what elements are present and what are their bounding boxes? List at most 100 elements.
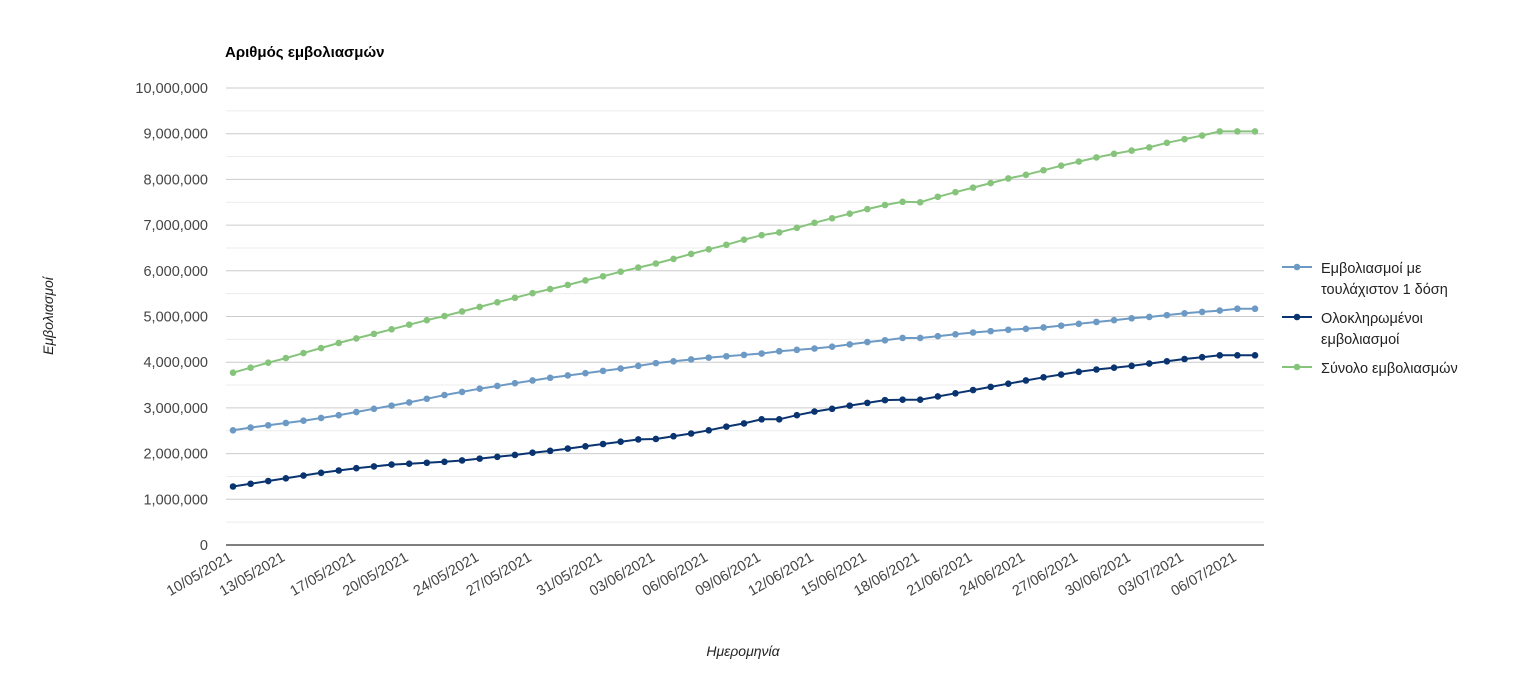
data-point xyxy=(846,341,854,348)
series-3 xyxy=(229,128,1259,377)
data-point xyxy=(617,438,624,446)
data-point xyxy=(599,272,607,280)
data-point xyxy=(987,383,994,391)
data-point xyxy=(1022,171,1030,179)
data-point xyxy=(1181,355,1188,363)
legend-swatch-marker xyxy=(1293,313,1301,321)
data-point xyxy=(1251,352,1259,359)
data-point xyxy=(1057,322,1065,329)
y-tick-label: 7,000,000 xyxy=(143,218,208,234)
data-point xyxy=(441,458,448,466)
data-point xyxy=(247,364,254,371)
data-point xyxy=(1145,360,1153,367)
y-tick-label: 0 xyxy=(200,538,208,554)
data-point xyxy=(687,250,695,258)
grid-lines xyxy=(226,87,1264,523)
data-point xyxy=(1075,320,1083,328)
y-tick-label: 8,000,000 xyxy=(143,172,208,188)
y-axis-title: Εμβολιασμοί xyxy=(40,275,56,355)
data-point xyxy=(476,303,483,311)
data-point xyxy=(670,357,677,365)
legend-swatch-marker xyxy=(1293,263,1301,271)
legend-item-2: Ολοκληρωμένοι εμβολιασμοί xyxy=(1282,311,1423,348)
data-point xyxy=(987,179,994,187)
data-point xyxy=(934,193,942,201)
legend-label-line: Ολοκληρωμένοι xyxy=(1321,311,1423,327)
data-point xyxy=(546,285,554,293)
data-point xyxy=(793,411,801,419)
series-group xyxy=(229,128,1259,490)
data-point xyxy=(864,399,871,407)
data-point xyxy=(229,369,237,377)
data-point xyxy=(458,308,466,315)
data-point xyxy=(899,198,906,206)
data-point xyxy=(758,231,765,239)
data-point xyxy=(353,408,360,416)
data-point xyxy=(1005,380,1012,387)
data-point xyxy=(1022,377,1030,384)
data-point xyxy=(564,372,572,379)
data-point xyxy=(670,432,677,440)
data-point xyxy=(1234,352,1241,359)
data-point xyxy=(934,393,942,400)
y-tick-label: 9,000,000 xyxy=(143,127,208,143)
data-point xyxy=(494,453,501,461)
data-point xyxy=(511,451,519,459)
legend: Εμβολιασμοί με τουλάχιστον 1 δόση Ολοκληρω… xyxy=(1282,261,1458,377)
data-point xyxy=(1022,325,1030,333)
y-tick-label: 3,000,000 xyxy=(143,401,208,417)
data-point xyxy=(564,445,572,452)
data-point xyxy=(300,417,307,424)
data-point xyxy=(934,332,942,340)
data-point xyxy=(687,430,695,437)
y-tick-label: 10,000,000 xyxy=(135,81,208,97)
data-point xyxy=(247,424,254,431)
data-point xyxy=(1145,144,1153,151)
data-point xyxy=(388,402,395,409)
data-point xyxy=(617,365,624,372)
data-point xyxy=(723,352,730,360)
y-tick-label: 4,000,000 xyxy=(143,355,208,371)
data-point xyxy=(599,367,607,375)
data-point xyxy=(317,469,325,477)
data-point xyxy=(264,477,272,485)
data-point xyxy=(1198,132,1206,139)
legend-label: Εμβολιασμοί με τουλάχιστον 1 δόση xyxy=(1321,261,1448,298)
data-point xyxy=(599,440,607,448)
legend-item-3: Σύνολο εμβολιασμών xyxy=(1282,361,1458,377)
data-point xyxy=(1110,316,1118,324)
data-point xyxy=(1163,357,1171,365)
data-point xyxy=(1234,305,1241,313)
data-point xyxy=(969,386,977,394)
data-point xyxy=(952,331,959,338)
data-point xyxy=(1005,175,1012,182)
data-point xyxy=(529,289,536,297)
data-point xyxy=(441,312,448,320)
data-point xyxy=(1181,310,1188,317)
data-point xyxy=(494,299,501,306)
data-point xyxy=(388,461,395,468)
data-point xyxy=(740,351,748,359)
data-point xyxy=(758,350,765,357)
data-point xyxy=(1198,353,1206,361)
data-point xyxy=(634,264,642,271)
data-point xyxy=(793,346,801,354)
data-point xyxy=(529,377,536,384)
legend-label-line: Σύνολο εμβολιασμών xyxy=(1321,361,1458,377)
data-point xyxy=(758,416,765,423)
data-point xyxy=(1128,147,1135,154)
data-point xyxy=(441,391,448,399)
data-point xyxy=(1040,324,1047,331)
data-point xyxy=(335,411,343,419)
data-point xyxy=(705,354,713,361)
data-point xyxy=(1163,311,1171,319)
data-point xyxy=(652,435,660,443)
y-tick-label: 2,000,000 xyxy=(143,447,208,463)
data-point xyxy=(652,359,660,367)
data-point xyxy=(1040,166,1047,174)
data-point xyxy=(1251,128,1259,135)
data-point xyxy=(405,321,413,329)
data-point xyxy=(705,426,713,434)
data-point xyxy=(1093,366,1100,373)
